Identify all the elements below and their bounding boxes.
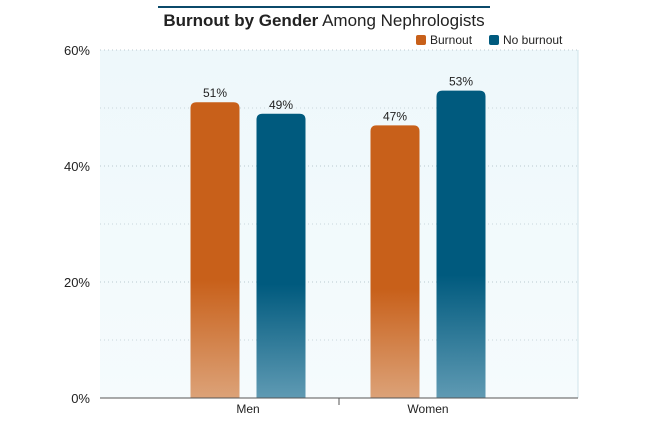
y-tick-label: 60% [64, 43, 90, 58]
legend-swatch [416, 35, 426, 45]
bar-burnout-women [370, 125, 420, 399]
plot-area [100, 50, 578, 398]
x-category-label-men: Men [236, 402, 259, 416]
legend-label: No burnout [503, 33, 563, 47]
bar-value-label: 53% [449, 75, 473, 89]
bar-no-burnout-women [436, 90, 486, 398]
legend-swatch [489, 35, 499, 45]
bar-no-burnout-men [256, 113, 306, 399]
bar-burnout-men [190, 102, 240, 398]
y-tick-label: 40% [64, 159, 90, 174]
chart-title: Burnout by Gender Among Nephrologists [163, 11, 484, 30]
y-tick-label: 20% [64, 275, 90, 290]
bar-value-label: 47% [383, 109, 407, 123]
x-category-label-women: Women [407, 402, 448, 416]
legend-label: Burnout [430, 33, 473, 47]
chart-title-bold: Burnout by Gender [163, 11, 318, 30]
chart-title-rest: Among Nephrologists [318, 11, 484, 30]
y-tick-label: 0% [71, 391, 90, 406]
bar-value-label: 49% [269, 98, 293, 112]
legend: Burnout No burnout [416, 33, 563, 47]
bar-value-label: 51% [203, 86, 227, 100]
